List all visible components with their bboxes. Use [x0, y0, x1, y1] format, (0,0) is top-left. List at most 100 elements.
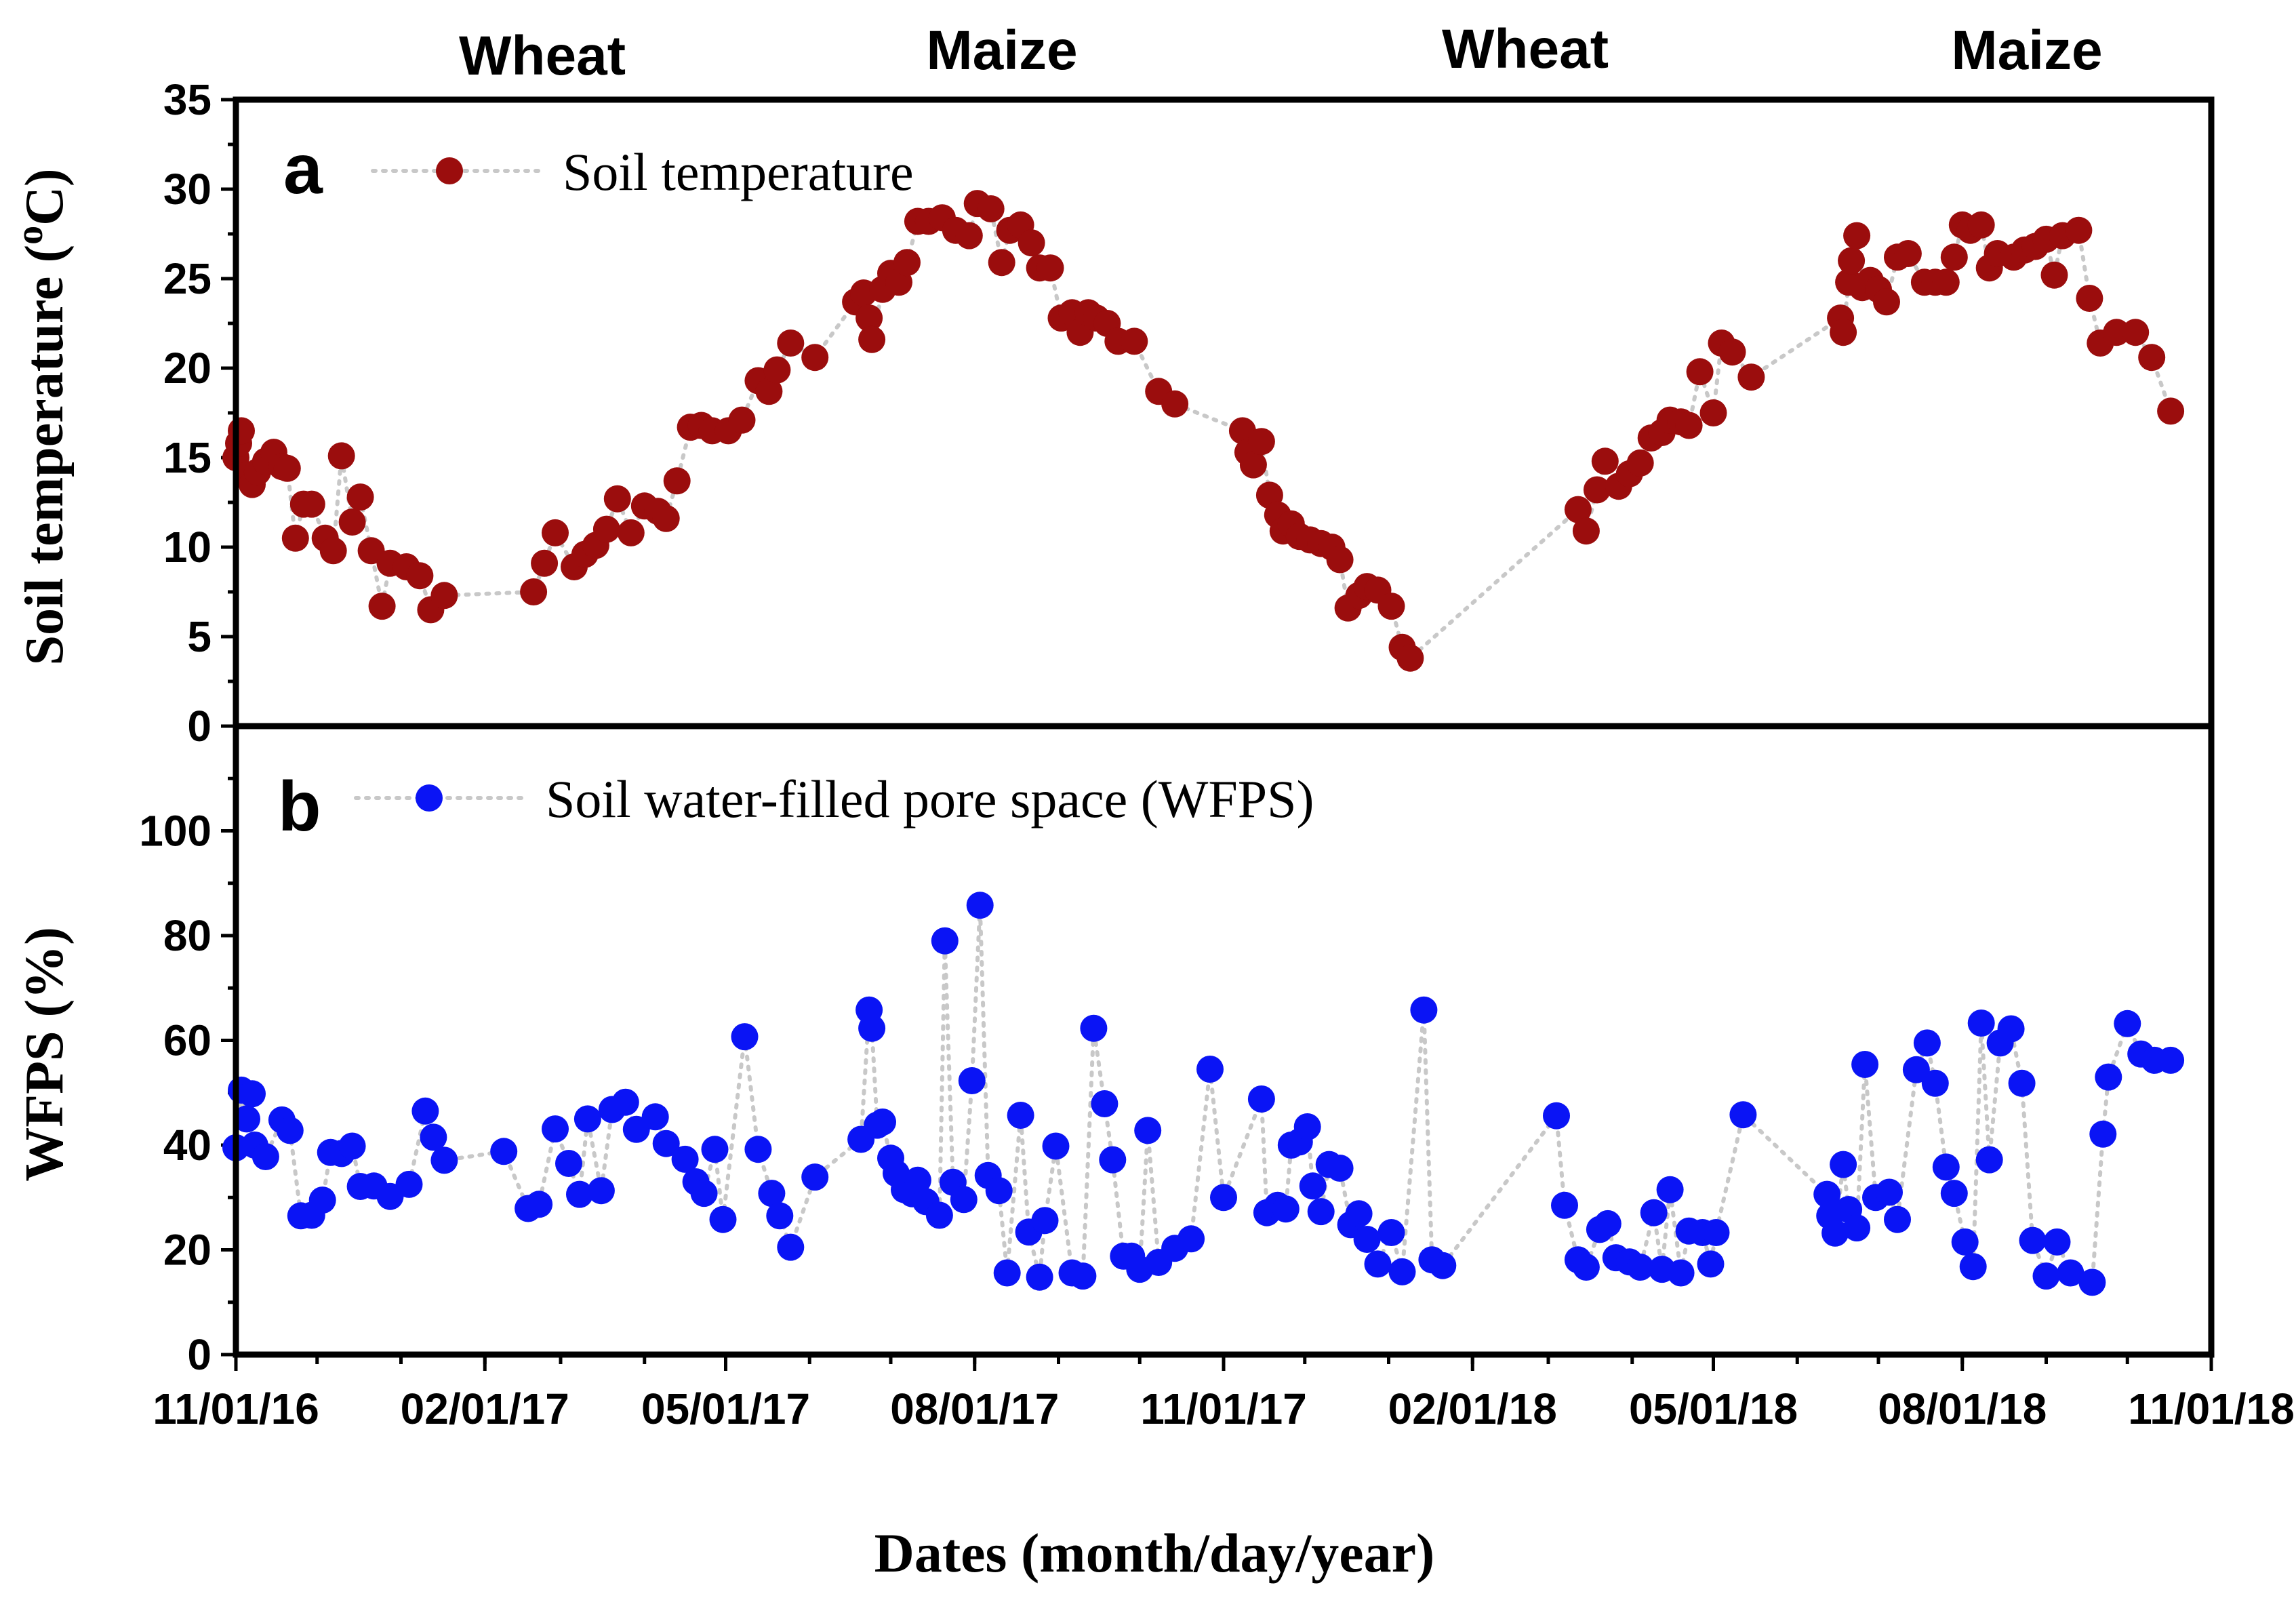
- panel-b-legend-text: Soil water-filled pore space (WFPS): [546, 770, 1314, 828]
- data-point-temperature: [1699, 399, 1727, 426]
- data-point-wfps: [1884, 1205, 1911, 1233]
- data-point-wfps: [1697, 1250, 1725, 1278]
- data-point-wfps: [1843, 1214, 1871, 1242]
- data-point-wfps: [701, 1136, 729, 1163]
- data-point-wfps: [430, 1146, 458, 1174]
- panel-a-y-axis-label-main: Soil temperature (: [15, 245, 75, 666]
- data-point-wfps: [1272, 1195, 1300, 1223]
- panel-b-legend: Soil water-filled pore space (WFPS): [354, 770, 1314, 828]
- data-point-wfps: [641, 1103, 669, 1131]
- x-tick-label: 11/01/16: [153, 1384, 319, 1433]
- data-point-wfps: [1640, 1199, 1668, 1226]
- data-point-wfps: [1345, 1200, 1373, 1228]
- data-point-temperature: [1396, 644, 1424, 672]
- data-point-temperature: [777, 329, 805, 357]
- data-point-temperature: [955, 222, 983, 249]
- data-point-wfps: [1429, 1252, 1457, 1279]
- data-point-temperature: [801, 344, 829, 372]
- data-point-temperature: [1932, 268, 1960, 296]
- data-point-wfps: [1626, 1254, 1654, 1281]
- data-point-wfps: [1594, 1210, 1622, 1237]
- data-point-wfps: [2089, 1120, 2117, 1148]
- data-point-wfps: [671, 1145, 699, 1173]
- data-point-wfps: [573, 1105, 601, 1133]
- y-tick-label-temperature: 35: [163, 75, 212, 124]
- data-point-temperature: [592, 515, 620, 543]
- panel-b-wfps: 0 20 40 60 80 100 b Soil water-filled pore sp…: [15, 767, 2185, 1379]
- data-point-temperature: [855, 304, 883, 332]
- x-tick-label: 08/01/18: [1878, 1384, 2047, 1433]
- data-point-wfps: [1091, 1090, 1119, 1117]
- data-point-temperature: [1326, 546, 1354, 574]
- data-point-temperature: [1018, 229, 1045, 257]
- panel-a-y-axis-label-sup: o: [9, 226, 51, 245]
- data-point-wfps: [1026, 1263, 1053, 1291]
- data-point-temperature: [2157, 397, 2185, 425]
- data-point-wfps: [420, 1123, 447, 1151]
- data-point-temperature: [617, 519, 645, 546]
- x-axis-label: Dates (month/day/year): [874, 1522, 1435, 1584]
- crop-label-wheat-2: Wheat: [1442, 18, 1609, 80]
- data-point-wfps: [744, 1136, 772, 1163]
- data-point-wfps: [1821, 1219, 1849, 1247]
- data-point-wfps: [869, 1108, 896, 1136]
- crop-label-maize-1: Maize: [926, 20, 1077, 81]
- data-point-temperature: [1572, 517, 1600, 545]
- panel-a-legend: Soil temperature: [371, 142, 914, 201]
- data-point-temperature: [531, 549, 559, 577]
- data-point-temperature: [520, 578, 548, 605]
- data-point-wfps: [985, 1177, 1013, 1205]
- data-point-wfps: [801, 1163, 829, 1191]
- y-tick-label-temperature: 30: [163, 165, 212, 214]
- data-point-temperature: [1121, 327, 1148, 355]
- crop-label-wheat-1: Wheat: [459, 25, 626, 87]
- data-point-wfps: [993, 1259, 1021, 1287]
- data-point-temperature: [1830, 319, 1857, 346]
- data-point-wfps: [1830, 1151, 1857, 1178]
- data-point-temperature: [1247, 428, 1275, 456]
- data-point-wfps: [731, 1023, 759, 1051]
- data-point-wfps: [1099, 1146, 1127, 1174]
- data-point-temperature: [603, 485, 631, 513]
- data-point-temperature: [2122, 319, 2150, 346]
- data-point-wfps: [555, 1150, 582, 1177]
- panel-a-y-ticks: 0 5 10 15 20 25 30 35: [163, 75, 236, 751]
- data-point-wfps: [931, 927, 959, 955]
- data-point-wfps: [233, 1105, 260, 1133]
- y-tick-label-temperature: 15: [163, 433, 212, 482]
- data-point-temperature: [858, 325, 886, 353]
- data-point-wfps: [2078, 1269, 2106, 1296]
- panel-a-legend-text: Soil temperature: [563, 142, 914, 201]
- data-point-temperature: [2138, 344, 2166, 372]
- data-point-wfps: [1364, 1250, 1392, 1278]
- data-point-wfps: [966, 892, 994, 919]
- data-point-wfps: [858, 1014, 886, 1042]
- x-tick-label: 11/01/17: [1140, 1384, 1307, 1433]
- data-point-temperature: [1583, 476, 1611, 504]
- y-tick-label-temperature: 10: [163, 523, 212, 572]
- data-point-wfps: [1299, 1172, 1327, 1200]
- data-point-wfps: [239, 1080, 266, 1108]
- y-tick-label-wfps: 0: [187, 1330, 212, 1379]
- panel-a-letter: a: [283, 130, 323, 209]
- data-point-temperature: [273, 454, 301, 482]
- data-point-wfps: [1572, 1254, 1600, 1281]
- data-point-wfps: [1932, 1153, 1960, 1181]
- data-point-temperature: [663, 467, 691, 495]
- data-point-wfps: [1702, 1219, 1730, 1246]
- x-axis: 11/01/16 02/01/17 05/01/17 08/01/17 11/01/17…: [153, 1355, 2295, 1433]
- data-point-wfps: [1134, 1117, 1162, 1144]
- data-point-temperature: [406, 562, 434, 590]
- data-point-wfps: [1997, 1015, 2025, 1043]
- panel-b-letter: b: [278, 767, 321, 846]
- data-point-wfps: [1851, 1051, 1879, 1078]
- data-point-wfps: [1377, 1219, 1405, 1246]
- y-tick-label-temperature: 5: [187, 612, 212, 661]
- series-line-wfps: [234, 905, 2173, 1285]
- data-point-temperature: [755, 378, 783, 405]
- data-point-temperature: [430, 582, 458, 610]
- data-point-temperature: [327, 442, 355, 470]
- data-point-temperature: [1239, 451, 1267, 479]
- data-point-temperature: [728, 406, 756, 434]
